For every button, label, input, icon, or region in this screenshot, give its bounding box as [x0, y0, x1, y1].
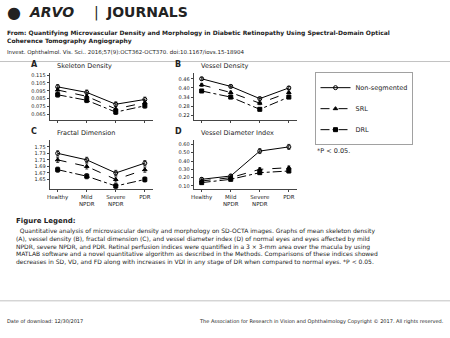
svg-text:0.22: 0.22 — [178, 112, 189, 118]
svg-text:Healthy: Healthy — [191, 194, 213, 201]
svg-text:Non-segmented: Non-segmented — [356, 84, 408, 92]
svg-text:SevereNPDR: SevereNPDR — [250, 194, 270, 207]
svg-text:PDR: PDR — [283, 194, 295, 200]
svg-text:0.085: 0.085 — [31, 95, 45, 101]
svg-text:Invest. Ophthalmol. Vis. Sci..: Invest. Ophthalmol. Vis. Sci.. 2016;57(9… — [7, 49, 244, 56]
svg-text:B: B — [175, 60, 181, 69]
svg-text:0.105: 0.105 — [31, 80, 45, 86]
svg-text:|: | — [94, 4, 99, 21]
svg-text:*P < 0.05.: *P < 0.05. — [317, 147, 350, 155]
svg-text:Vessel Density: Vessel Density — [201, 62, 248, 70]
svg-text:0.40: 0.40 — [178, 158, 189, 164]
svg-text:1.67: 1.67 — [34, 170, 45, 176]
svg-text:From: Quantifying Microvascula: From: Quantifying Microvascular Density … — [7, 29, 390, 45]
svg-text:Fractal Dimension: Fractal Dimension — [57, 129, 115, 137]
svg-text:0.075: 0.075 — [31, 103, 45, 109]
svg-text:1.65: 1.65 — [34, 176, 45, 182]
svg-text:JOURNALS: JOURNALS — [106, 4, 188, 20]
svg-text:C: C — [31, 127, 37, 136]
svg-text:MildNPDR: MildNPDR — [79, 194, 95, 207]
svg-text:Skeleton Density: Skeleton Density — [57, 62, 112, 70]
svg-text:Date of download: 12/30/2017: Date of download: 12/30/2017 — [7, 318, 83, 324]
svg-text:0.065: 0.065 — [31, 111, 45, 117]
svg-text:Healthy: Healthy — [47, 194, 69, 201]
svg-text:SevereNPDR: SevereNPDR — [106, 194, 126, 207]
svg-text:0.115: 0.115 — [31, 72, 45, 78]
svg-text:Quantitative analysis of micro: Quantitative analysis of microvascular d… — [16, 227, 378, 266]
svg-text:0.34: 0.34 — [178, 94, 189, 100]
svg-text:0.20: 0.20 — [178, 174, 189, 180]
svg-text:0.095: 0.095 — [31, 88, 45, 94]
svg-text:PDR: PDR — [139, 194, 151, 200]
svg-text:0.60: 0.60 — [178, 141, 189, 147]
svg-text:0.46: 0.46 — [178, 76, 189, 82]
svg-text:1.75: 1.75 — [34, 144, 45, 150]
svg-text:D: D — [175, 127, 182, 136]
svg-text:DRL: DRL — [356, 126, 370, 134]
svg-text:0.10: 0.10 — [178, 183, 189, 189]
svg-text:0.40: 0.40 — [178, 85, 189, 91]
svg-text:ARVO: ARVO — [29, 4, 74, 20]
svg-text:Vessel Diameter Index: Vessel Diameter Index — [201, 129, 274, 137]
svg-text:0.28: 0.28 — [178, 103, 189, 109]
svg-text:SRL: SRL — [356, 105, 369, 113]
svg-text:●: ● — [7, 3, 21, 22]
svg-text:A: A — [31, 60, 38, 69]
svg-text:1.69: 1.69 — [34, 163, 45, 169]
svg-text:1.73: 1.73 — [34, 150, 45, 156]
svg-text:0.50: 0.50 — [178, 149, 189, 155]
svg-text:0.30: 0.30 — [178, 166, 189, 172]
svg-text:Figure Legend:: Figure Legend: — [16, 217, 76, 225]
svg-text:MildNPDR: MildNPDR — [223, 194, 239, 207]
svg-text:1.71: 1.71 — [34, 157, 45, 163]
svg-text:The Association for Research i: The Association for Research in Vision a… — [199, 318, 444, 325]
